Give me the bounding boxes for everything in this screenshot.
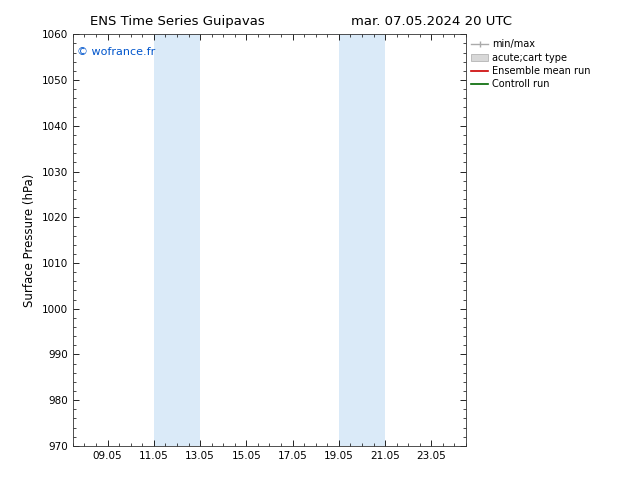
Text: ENS Time Series Guipavas: ENS Time Series Guipavas xyxy=(90,15,265,28)
Text: © wofrance.fr: © wofrance.fr xyxy=(77,47,155,57)
Legend: min/max, acute;cart type, Ensemble mean run, Controll run: min/max, acute;cart type, Ensemble mean … xyxy=(471,39,591,89)
Bar xyxy=(154,34,200,446)
Bar xyxy=(339,34,362,446)
Bar xyxy=(362,34,385,446)
Y-axis label: Surface Pressure (hPa): Surface Pressure (hPa) xyxy=(23,173,36,307)
Text: mar. 07.05.2024 20 UTC: mar. 07.05.2024 20 UTC xyxy=(351,15,512,28)
